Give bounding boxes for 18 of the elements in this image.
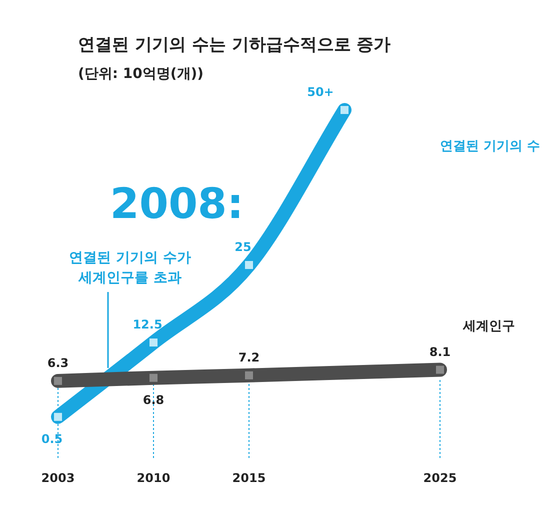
data-label: 50+ xyxy=(307,85,334,99)
data-label: 6.3 xyxy=(47,356,69,370)
data-label: 7.2 xyxy=(238,350,260,364)
x-tick-label: 2010 xyxy=(136,471,170,485)
data-label: 25 xyxy=(234,240,252,254)
x-tick-label: 2003 xyxy=(41,471,75,485)
text: 연결된 기기의 수 xyxy=(440,139,540,154)
annotation: 연결된 기기의 수가 세계인구를 초과 xyxy=(69,250,191,286)
data-label: 12.5 xyxy=(132,318,162,332)
chart-subtitle: (단위: 10억명(개)) xyxy=(78,66,204,82)
x-tick-label: 2025 xyxy=(423,471,457,485)
data-label: 0.5 xyxy=(41,432,63,446)
text: 세계인구 xyxy=(462,318,515,334)
data-label: 6.8 xyxy=(142,392,164,407)
chart-title: 연결된 기기의 수는 기하급수적으로 증가 xyxy=(78,35,391,55)
annotation: 2008: xyxy=(110,179,244,228)
x-tick-label: 2015 xyxy=(232,471,266,485)
data-label: 8.1 xyxy=(429,344,451,359)
